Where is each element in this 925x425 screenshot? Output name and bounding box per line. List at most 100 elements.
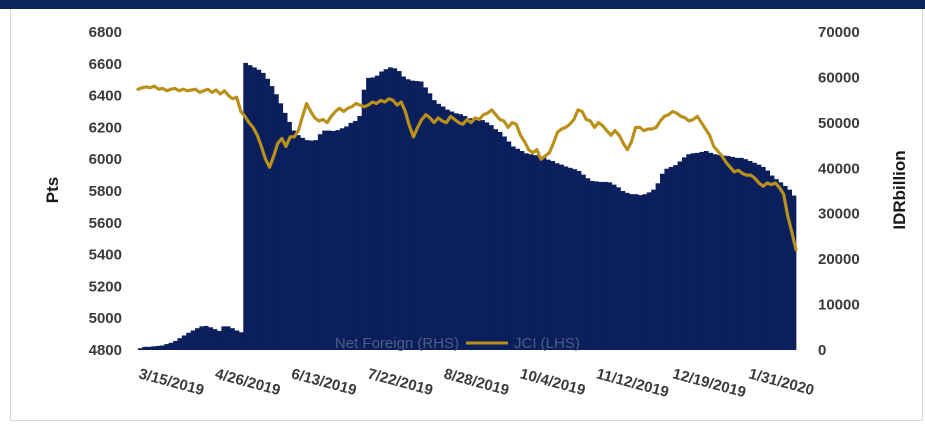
net-foreign-bar [462, 116, 468, 350]
net-foreign-bar [493, 129, 499, 350]
net-foreign-bar [295, 135, 301, 350]
jci-line-layer [136, 84, 798, 252]
net-foreign-bar [225, 326, 231, 350]
net-foreign-bar [554, 163, 560, 350]
left-tick-label: 5400 [89, 247, 122, 264]
net-foreign-bar [199, 326, 205, 350]
net-foreign-bar [488, 125, 494, 350]
net-foreign-bar [510, 146, 516, 350]
net-foreign-bar [440, 106, 446, 350]
net-foreign-bar [155, 345, 161, 350]
x-tick-label: 10/4/2019 [518, 365, 587, 399]
net-foreign-bar [778, 182, 784, 350]
net-foreign-bar [374, 75, 380, 351]
right-tick-label: 30000 [818, 206, 860, 223]
net-foreign-bar [260, 72, 266, 350]
net-foreign-bar [567, 167, 573, 350]
net-foreign-bar [484, 122, 490, 351]
net-foreign-bar [782, 186, 788, 350]
net-foreign-bar [638, 195, 643, 350]
net-foreign-bar [252, 67, 257, 351]
net-foreign-bar [383, 69, 389, 350]
net-foreign-bar [146, 346, 152, 350]
x-tick-label: 7/22/2019 [366, 365, 435, 399]
net-foreign-bar [453, 113, 459, 350]
x-axis-ticks: 3/15/2019 4/26/2019 6/13/2019 7/22/2019 8/28… [137, 365, 816, 401]
net-foreign-bar [418, 81, 424, 351]
net-foreign-bar [339, 128, 345, 350]
net-foreign-bar [598, 181, 604, 350]
net-foreign-bars [138, 62, 797, 351]
left-tick-label: 5600 [89, 215, 122, 232]
net-foreign-bar [660, 173, 665, 350]
net-foreign-bar [480, 120, 485, 350]
net-foreign-bar [524, 153, 529, 350]
legend-jci: JCI (LHS) [514, 335, 580, 352]
left-tick-label: 5200 [89, 278, 122, 295]
net-foreign-bar [379, 71, 385, 351]
net-foreign-bar [467, 118, 472, 350]
net-foreign-bar [642, 194, 648, 350]
net-foreign-bar [791, 195, 797, 350]
net-foreign-bar [366, 77, 371, 350]
left-axis-title: Pts [43, 177, 62, 203]
net-foreign-bar [563, 166, 569, 350]
net-foreign-bar [677, 161, 683, 350]
net-foreign-bar [230, 328, 235, 350]
right-tick-label: 0 [818, 342, 826, 359]
net-foreign-bar [458, 114, 463, 350]
net-foreign-bar [348, 122, 354, 350]
net-foreign-bar [721, 155, 727, 350]
net-foreign-bar [756, 164, 762, 350]
net-foreign-bar [405, 79, 411, 350]
net-foreign-bar [151, 346, 156, 350]
net-foreign-bar [313, 140, 319, 350]
net-foreign-bar [287, 121, 292, 350]
net-foreign-bar [611, 184, 617, 350]
net-foreign-bar [291, 130, 297, 350]
top-banner-bar [0, 0, 925, 9]
net-foreign-bar [300, 137, 306, 350]
net-foreign-bar [159, 345, 165, 350]
left-tick-label: 5800 [89, 183, 122, 200]
net-foreign-bar [620, 191, 626, 350]
net-foreign-bar [646, 192, 652, 350]
net-foreign-bar [633, 194, 639, 350]
net-foreign-bar [616, 187, 621, 350]
net-foreign-bar [278, 103, 284, 350]
net-foreign-bar [528, 154, 534, 350]
net-foreign-bar [602, 181, 608, 350]
net-foreign-bar [138, 348, 143, 350]
net-foreign-bar [431, 100, 437, 350]
net-foreign-bar [589, 181, 595, 350]
net-foreign-bar [322, 130, 327, 350]
net-foreign-bar [212, 329, 218, 350]
net-foreign-bar [168, 342, 174, 350]
right-axis-title: IDRbillion [890, 150, 909, 229]
net-foreign-bar [234, 330, 240, 350]
x-tick-label: 3/15/2019 [137, 365, 206, 399]
net-foreign-bar [515, 148, 520, 350]
net-foreign-bar [414, 81, 420, 350]
net-foreign-bar [774, 179, 779, 350]
net-foreign-bar [195, 328, 200, 350]
net-foreign-bar [409, 80, 415, 351]
net-foreign-bar [181, 335, 187, 350]
x-tick-label: 6/13/2019 [289, 365, 358, 399]
net-foreign-bar [238, 332, 244, 350]
right-tick-label: 70000 [818, 24, 860, 41]
right-axis-ticks: 0 10000 20000 30000 40000 50000 60000 70000 [818, 24, 860, 359]
net-foreign-bar [243, 62, 249, 350]
net-foreign-bar [550, 161, 556, 350]
jci-line [136, 84, 798, 252]
net-foreign-bar [541, 157, 547, 350]
net-foreign-bar [686, 154, 692, 350]
right-tick-label: 40000 [818, 160, 860, 177]
net-foreign-bar [186, 332, 191, 350]
legend: Net Foreign (RHS) JCI (LHS) [335, 335, 580, 352]
right-tick-label: 60000 [818, 69, 860, 86]
net-foreign-bar [725, 156, 731, 350]
net-foreign-bar [164, 344, 170, 350]
net-foreign-bar [445, 109, 450, 351]
net-foreign-bar [388, 67, 393, 351]
